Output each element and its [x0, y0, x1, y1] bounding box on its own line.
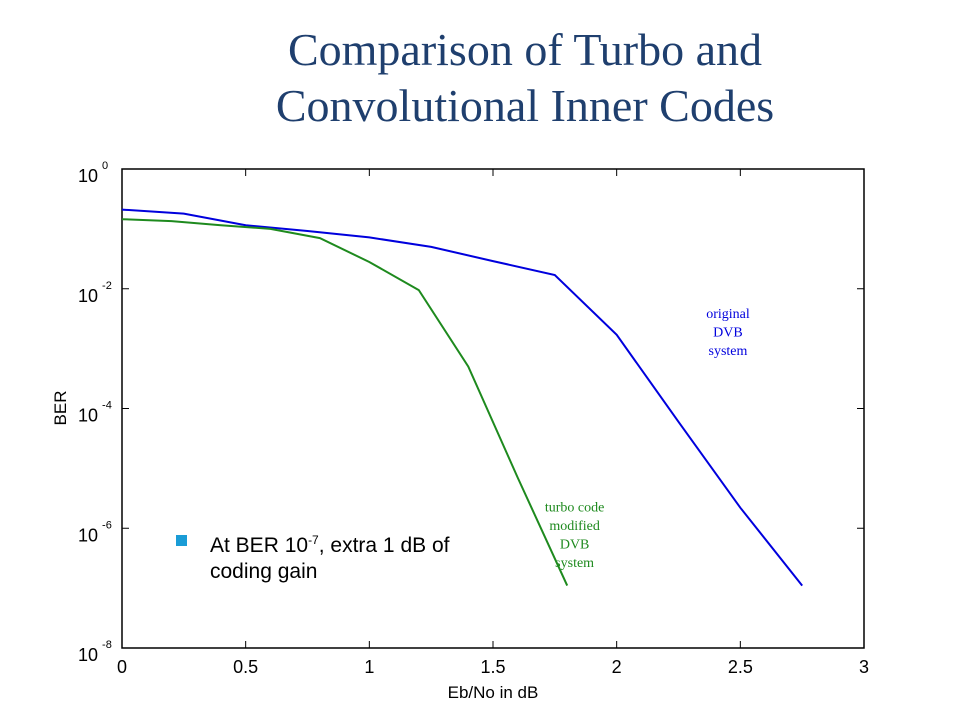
slide-title: Comparison of Turbo and Convolutional In…: [0, 22, 960, 134]
y-tick-label: 10 -4: [78, 400, 112, 426]
annotation-line: system: [555, 556, 594, 571]
annotation-line: DVB: [560, 538, 590, 553]
title-line-1: Comparison of Turbo and: [287, 24, 763, 75]
annotation-line: turbo code: [545, 501, 604, 516]
y-axis-title: BER: [51, 391, 70, 426]
y-tick-label: 10 -8: [78, 639, 112, 665]
y-tick-label: 10 0: [78, 160, 108, 186]
annotation-turbo: turbo code modified DVB system: [545, 501, 604, 571]
x-tick-label: 2.5: [728, 657, 753, 677]
annotation-line: system: [709, 344, 748, 359]
series-lines: [121, 208, 803, 587]
bullet-marker: [176, 535, 187, 546]
annotation-line: original: [706, 307, 750, 322]
x-tick-label: 3: [859, 657, 869, 677]
title-line-2: Convolutional Inner Codes: [275, 80, 775, 131]
annotation-line: DVB: [713, 325, 743, 340]
axis-ticks: [121, 168, 865, 649]
x-tick-label: 1: [364, 657, 374, 677]
bullet-prefix: At BER 10: [210, 534, 309, 557]
annotation-line: modified: [549, 519, 600, 534]
annotations: original DVB system turbo code modified DVB sy…: [545, 307, 750, 571]
y-tick-label: 10 -6: [78, 519, 112, 545]
x-tick-label: 1.5: [480, 657, 505, 677]
x-tick-label: 0: [117, 657, 127, 677]
x-tick-label: 0.5: [233, 657, 258, 677]
bullet-text: At BER 10-7, extra 1 dB of coding gain: [210, 527, 500, 585]
series-line-turbo: [121, 218, 569, 587]
bullet-exponent: -7: [308, 533, 319, 547]
x-tick-label: 2: [612, 657, 622, 677]
bullet-suffix: , extra 1 dB of coding gain: [210, 534, 450, 583]
series-line-original: [121, 208, 803, 587]
annotation-original: original DVB system: [706, 307, 750, 359]
x-tick-labels: 0 0.5 1 1.5 2 2.5 3: [117, 657, 869, 677]
y-tick-label: 10 -2: [78, 280, 112, 306]
x-axis-title: Eb/No in dB: [448, 683, 539, 702]
